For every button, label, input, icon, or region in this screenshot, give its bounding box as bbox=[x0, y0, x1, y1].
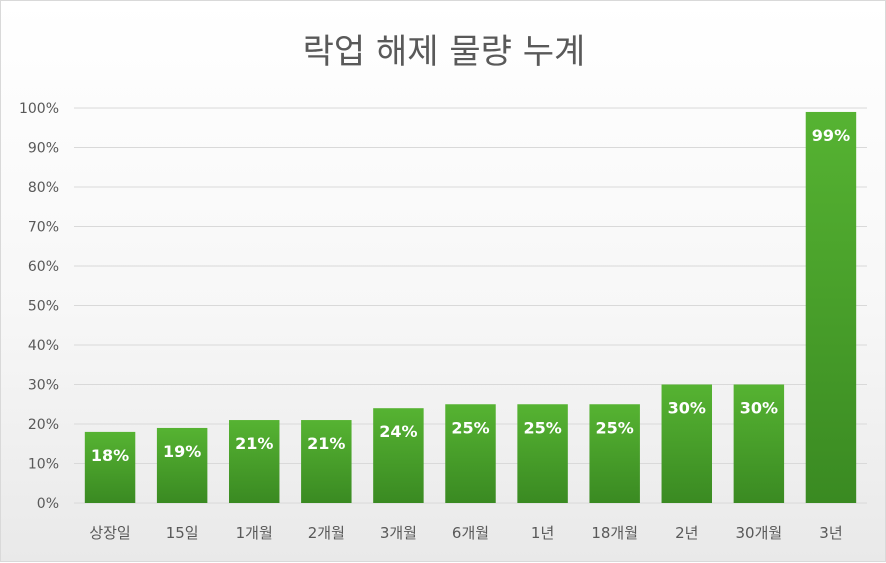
bar bbox=[733, 384, 785, 503]
x-category-label: 상장일 bbox=[89, 524, 130, 542]
x-category-label: 2개월 bbox=[308, 524, 345, 542]
bar bbox=[373, 408, 424, 503]
bars bbox=[84, 111, 857, 503]
y-tick-label: 20% bbox=[28, 417, 59, 433]
y-tick-label: 10% bbox=[28, 457, 59, 473]
y-tick-label: 100% bbox=[19, 101, 59, 117]
x-category-label: 3년 bbox=[819, 524, 842, 542]
x-category-label: 18개월 bbox=[591, 524, 638, 542]
x-category-label: 30개월 bbox=[736, 524, 783, 542]
bar bbox=[301, 420, 352, 503]
bar-data-label: 30% bbox=[668, 399, 706, 418]
y-tick-label: 50% bbox=[28, 299, 59, 315]
bar-data-label: 25% bbox=[451, 418, 489, 437]
bar bbox=[517, 404, 568, 503]
bar-data-label: 99% bbox=[812, 126, 850, 145]
y-tick-label: 40% bbox=[28, 338, 59, 354]
x-category-label: 3개월 bbox=[380, 524, 417, 542]
bar-data-label: 19% bbox=[163, 442, 201, 461]
bar bbox=[84, 431, 136, 503]
bar-data-label: 21% bbox=[235, 434, 273, 453]
y-tick-label: 0% bbox=[37, 496, 59, 512]
y-tick-label: 70% bbox=[28, 220, 59, 236]
bar bbox=[589, 404, 640, 503]
bar-data-label: 25% bbox=[523, 418, 561, 437]
bar bbox=[661, 384, 713, 503]
bar-data-label: 21% bbox=[307, 434, 345, 453]
bar-data-label: 30% bbox=[740, 399, 778, 418]
bar-data-label: 18% bbox=[91, 446, 129, 465]
bar-data-label: 25% bbox=[596, 418, 634, 437]
y-axis-ticks: 0% 10% 20% 30% 40% 50% 60% 70% 80% 90% 100% bbox=[19, 101, 59, 512]
y-tick-label: 80% bbox=[28, 180, 59, 196]
y-tick-label: 90% bbox=[28, 141, 59, 157]
x-axis-categories: 상장일 15일 1개월 2개월 3개월 6개월 1년 18개월 2년 30개월 3년 bbox=[89, 524, 842, 542]
x-category-label: 1년 bbox=[531, 524, 554, 542]
x-category-label: 15일 bbox=[166, 524, 199, 542]
x-category-label: 1개월 bbox=[236, 524, 273, 542]
bar bbox=[228, 420, 280, 503]
chart-title: 락업 해제 물량 누계 bbox=[303, 32, 586, 72]
y-tick-label: 60% bbox=[28, 259, 59, 275]
data-labels: 18% 19% 21% 21% 24% 25% 25% 25% 30% 30% 99% bbox=[91, 126, 850, 465]
bar bbox=[445, 404, 496, 503]
bar bbox=[805, 111, 857, 503]
x-category-label: 6개월 bbox=[452, 524, 489, 542]
bar bbox=[156, 427, 208, 503]
bar-data-label: 24% bbox=[379, 422, 417, 441]
x-category-label: 2년 bbox=[675, 524, 698, 542]
y-tick-label: 30% bbox=[28, 378, 59, 394]
